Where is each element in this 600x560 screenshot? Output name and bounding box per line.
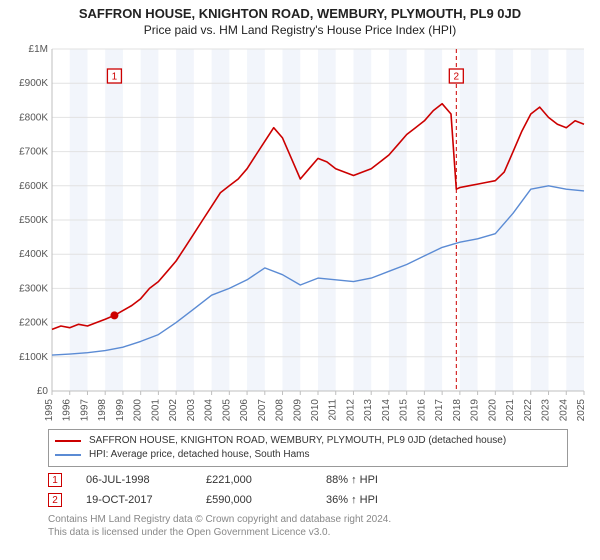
- legend-label: SAFFRON HOUSE, KNIGHTON ROAD, WEMBURY, P…: [89, 434, 506, 448]
- svg-text:2021: 2021: [505, 399, 516, 422]
- table-row: 1 06-JUL-1998 £221,000 88% ↑ HPI: [48, 473, 592, 487]
- sales-table: 1 06-JUL-1998 £221,000 88% ↑ HPI 2 19-OC…: [48, 473, 592, 507]
- sale-date: 06-JUL-1998: [86, 474, 206, 486]
- svg-text:2013: 2013: [363, 399, 374, 422]
- svg-text:2004: 2004: [204, 399, 215, 422]
- svg-text:£100K: £100K: [19, 352, 48, 363]
- svg-text:2018: 2018: [452, 399, 463, 422]
- sale-pct: 36% ↑ HPI: [326, 494, 446, 506]
- svg-text:£0: £0: [37, 386, 49, 397]
- table-row: 2 19-OCT-2017 £590,000 36% ↑ HPI: [48, 493, 592, 507]
- sale-marker-icon: 1: [48, 473, 62, 487]
- legend-label: HPI: Average price, detached house, Sout…: [89, 448, 310, 462]
- svg-text:1998: 1998: [97, 399, 108, 422]
- legend: SAFFRON HOUSE, KNIGHTON ROAD, WEMBURY, P…: [48, 429, 568, 467]
- svg-text:£1M: £1M: [29, 44, 48, 55]
- svg-text:1997: 1997: [79, 399, 90, 422]
- svg-text:2008: 2008: [275, 399, 286, 422]
- svg-text:£500K: £500K: [19, 215, 48, 226]
- svg-text:2003: 2003: [186, 399, 197, 422]
- svg-text:£200K: £200K: [19, 318, 48, 329]
- svg-text:2009: 2009: [292, 399, 303, 422]
- svg-text:2001: 2001: [150, 399, 161, 422]
- svg-text:2022: 2022: [523, 399, 534, 422]
- sale-price: £590,000: [206, 494, 326, 506]
- svg-text:1: 1: [112, 72, 118, 83]
- svg-text:2006: 2006: [239, 399, 250, 422]
- sale-price: £221,000: [206, 474, 326, 486]
- svg-text:2010: 2010: [310, 399, 321, 422]
- svg-text:£600K: £600K: [19, 181, 48, 192]
- legend-item: SAFFRON HOUSE, KNIGHTON ROAD, WEMBURY, P…: [55, 434, 561, 448]
- footnote-line: Contains HM Land Registry data © Crown c…: [48, 513, 592, 526]
- legend-swatch: [55, 454, 81, 456]
- svg-text:£300K: £300K: [19, 283, 48, 294]
- svg-text:2019: 2019: [470, 399, 481, 422]
- svg-text:2005: 2005: [221, 399, 232, 422]
- svg-text:2020: 2020: [487, 399, 498, 422]
- chart-container: SAFFRON HOUSE, KNIGHTON ROAD, WEMBURY, P…: [0, 0, 600, 560]
- legend-swatch: [55, 440, 81, 442]
- svg-text:2002: 2002: [168, 399, 179, 422]
- chart-title: SAFFRON HOUSE, KNIGHTON ROAD, WEMBURY, P…: [8, 6, 592, 21]
- sale-pct: 88% ↑ HPI: [326, 474, 446, 486]
- svg-text:2000: 2000: [133, 399, 144, 422]
- svg-text:2015: 2015: [399, 399, 410, 422]
- svg-text:£700K: £700K: [19, 147, 48, 158]
- legend-item: HPI: Average price, detached house, Sout…: [55, 448, 561, 462]
- svg-text:1996: 1996: [62, 399, 73, 422]
- svg-text:2017: 2017: [434, 399, 445, 422]
- svg-text:2: 2: [454, 72, 460, 83]
- svg-text:£900K: £900K: [19, 78, 48, 89]
- svg-text:2011: 2011: [328, 399, 339, 421]
- svg-text:2023: 2023: [541, 399, 552, 422]
- svg-text:1999: 1999: [115, 399, 126, 422]
- footnote: Contains HM Land Registry data © Crown c…: [48, 513, 592, 539]
- svg-text:£800K: £800K: [19, 112, 48, 123]
- svg-text:£400K: £400K: [19, 249, 48, 260]
- line-chart-svg: £0 £100K £200K £300K £400K £500K £600K £700K £80…: [8, 43, 592, 423]
- sale-date: 19-OCT-2017: [86, 494, 206, 506]
- chart-area: £0 £100K £200K £300K £400K £500K £600K £700K £80…: [8, 43, 592, 423]
- svg-text:2024: 2024: [558, 399, 569, 422]
- svg-text:2014: 2014: [381, 399, 392, 422]
- svg-text:2016: 2016: [416, 399, 427, 422]
- chart-subtitle: Price paid vs. HM Land Registry's House …: [8, 23, 592, 37]
- svg-text:1995: 1995: [44, 399, 55, 422]
- footnote-line: This data is licensed under the Open Gov…: [48, 526, 592, 539]
- sale-marker-icon: 2: [48, 493, 62, 507]
- svg-text:2025: 2025: [576, 399, 587, 422]
- svg-text:2007: 2007: [257, 399, 268, 422]
- svg-text:2012: 2012: [345, 399, 356, 422]
